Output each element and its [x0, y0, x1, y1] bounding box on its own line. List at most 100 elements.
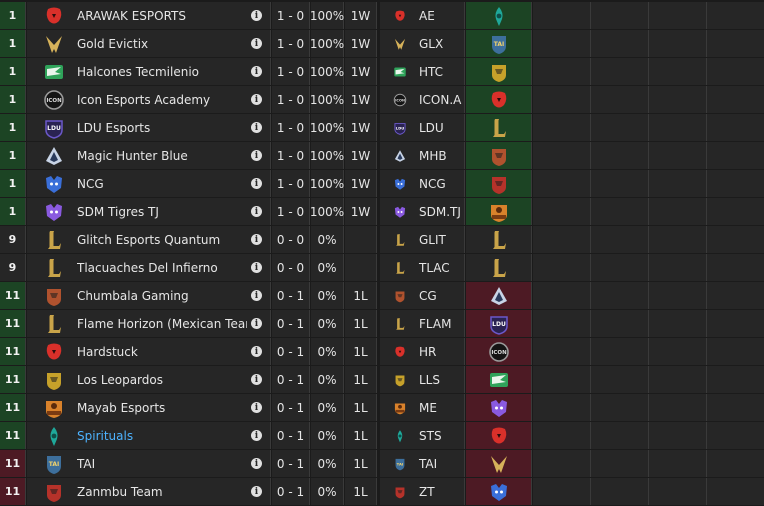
zanmbu-logo-icon — [488, 173, 510, 195]
team-name[interactable]: Spirituals — [77, 428, 134, 443]
info-icon[interactable]: i — [251, 374, 262, 385]
empty-cell — [707, 114, 764, 141]
empty-cell — [649, 142, 707, 169]
info-icon[interactable]: i — [251, 346, 262, 357]
hardstuck-logo-icon — [488, 89, 510, 111]
empty-cell — [707, 170, 764, 197]
info-icon[interactable]: i — [251, 402, 262, 413]
record-value: 0 - 1 — [276, 344, 305, 359]
table-row: 1 Halcones Tecmilenio i 1 - 0 100% 1W HTC — [0, 58, 764, 85]
team-abbreviation: GLIT — [419, 232, 446, 247]
opponent-cell[interactable] — [466, 422, 532, 449]
info-icon[interactable]: i — [251, 94, 262, 105]
win-rate-cell: 100% — [310, 198, 344, 225]
info-icon[interactable]: i — [251, 122, 262, 133]
team-name: Tlacuaches Del Infierno — [77, 260, 218, 275]
opponent-cell[interactable] — [466, 170, 532, 197]
team-name: Magic Hunter Blue — [77, 148, 188, 163]
table-row: 9 Glitch Esports Quantum i 0 - 0 0% GLIT — [0, 226, 764, 253]
info-icon[interactable]: i — [251, 10, 262, 21]
win-rate-cell: 100% — [310, 58, 344, 85]
streak-cell: 1L — [345, 478, 377, 505]
team-abbreviation: FLAM — [419, 316, 452, 331]
team-cell: ARAWAK ESPORTS i — [27, 2, 271, 29]
opponent-cell[interactable] — [466, 2, 532, 29]
hardstuck-logo-icon — [393, 345, 407, 359]
team-abbreviation: NCG — [419, 176, 446, 191]
record-value: 1 - 0 — [276, 176, 305, 191]
abbr-cell: HTC — [380, 58, 465, 85]
empty-cell — [591, 394, 649, 421]
team-abbreviation: SDM.TJ — [419, 204, 461, 219]
opponent-cell[interactable] — [466, 282, 532, 309]
info-icon[interactable]: i — [251, 430, 262, 441]
abbr-cell: AE — [380, 2, 465, 29]
win-rate-value: 0% — [317, 260, 337, 275]
opponent-cell[interactable] — [466, 478, 532, 505]
empty-cell — [649, 226, 707, 253]
streak-value: 1L — [353, 400, 368, 415]
info-icon[interactable]: i — [251, 178, 262, 189]
info-icon[interactable]: i — [251, 262, 262, 273]
opponent-cell[interactable]: ICON — [466, 338, 532, 365]
empty-cell — [533, 170, 591, 197]
column-separator — [377, 86, 380, 113]
rank-cell: 9 — [0, 254, 26, 281]
opponent-cell[interactable] — [466, 142, 532, 169]
empty-cell — [707, 58, 764, 85]
rank-cell: 11 — [0, 394, 26, 421]
column-separator — [377, 394, 380, 421]
info-icon[interactable]: i — [251, 290, 262, 301]
abbr-cell: NCG — [380, 170, 465, 197]
info-icon[interactable]: i — [251, 38, 262, 49]
opponent-cell[interactable] — [466, 226, 532, 253]
column-separator — [377, 170, 380, 197]
opponent-cell[interactable] — [466, 394, 532, 421]
opponent-cell[interactable] — [466, 86, 532, 113]
streak-value: 1L — [353, 456, 368, 471]
table-row: 1 Magic Hunter Blue i 1 - 0 100% 1W MHB — [0, 142, 764, 169]
team-cell: Spirituals i — [27, 422, 271, 449]
rank-cell: 11 — [0, 366, 26, 393]
win-rate-cell: 100% — [310, 86, 344, 113]
info-icon[interactable]: i — [251, 458, 262, 469]
opponent-cell[interactable]: LDU — [466, 310, 532, 337]
rank-cell: 11 — [0, 310, 26, 337]
rank-cell: 11 — [0, 450, 26, 477]
team-cell: TAI TAI i — [27, 450, 271, 477]
svg-text:ICON: ICON — [491, 350, 507, 356]
info-icon[interactable]: i — [251, 150, 262, 161]
team-name: Zanmbu Team — [77, 484, 163, 499]
info-icon[interactable]: i — [251, 234, 262, 245]
column-separator — [377, 30, 380, 57]
chumbala-logo-icon — [43, 285, 65, 307]
team-cell: Hardstuck i — [27, 338, 271, 365]
abbr-cell: GLIT — [380, 226, 465, 253]
opponent-cell[interactable] — [466, 366, 532, 393]
record-value: 1 - 0 — [276, 64, 305, 79]
column-separator — [377, 142, 380, 169]
ldu-logo-icon: LDU — [43, 117, 65, 139]
info-icon[interactable]: i — [251, 66, 262, 77]
empty-cell — [649, 366, 707, 393]
opponent-cell[interactable] — [466, 114, 532, 141]
record-cell: 0 - 1 — [272, 394, 310, 421]
info-icon[interactable]: i — [251, 206, 262, 217]
empty-cell — [707, 142, 764, 169]
info-icon[interactable]: i — [251, 486, 262, 497]
streak-cell: 1L — [345, 338, 377, 365]
streak-value: 1W — [350, 120, 371, 135]
team-cell: Chumbala Gaming i — [27, 282, 271, 309]
opponent-cell[interactable] — [466, 450, 532, 477]
opponent-cell[interactable] — [466, 58, 532, 85]
opponent-cell[interactable] — [466, 198, 532, 225]
info-icon[interactable]: i — [251, 318, 262, 329]
opponent-cell[interactable]: TAI — [466, 30, 532, 57]
empty-cell — [649, 2, 707, 29]
empty-cell — [533, 394, 591, 421]
gold-evictix-logo-icon — [488, 453, 510, 475]
opponent-cell[interactable] — [466, 254, 532, 281]
rank-value: 9 — [8, 233, 17, 246]
streak-value: 1L — [353, 372, 368, 387]
win-rate-cell: 100% — [310, 30, 344, 57]
